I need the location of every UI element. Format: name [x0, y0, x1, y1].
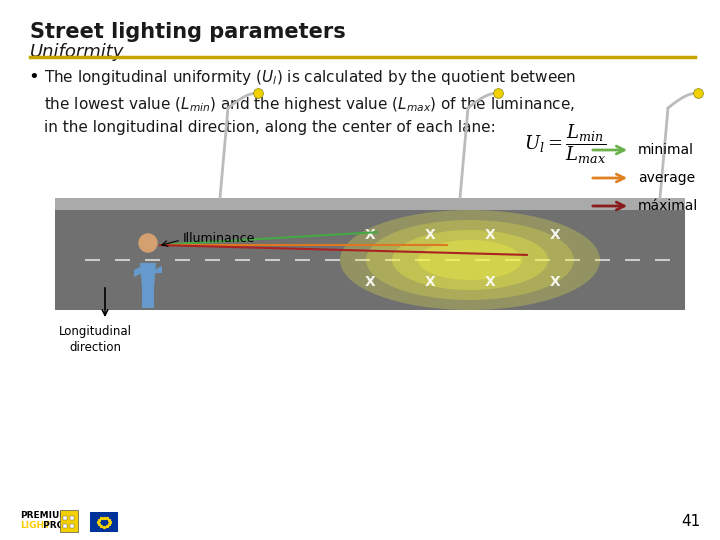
Text: X: X	[549, 275, 560, 289]
Polygon shape	[142, 288, 149, 308]
Bar	[70, 516, 74, 520]
Bar	[70, 524, 74, 528]
Polygon shape	[154, 266, 162, 273]
Text: minimal: minimal	[638, 143, 694, 157]
Text: The longitudinal uniformity ($U_l$) is calculated by the quotient between
the lo: The longitudinal uniformity ($U_l$) is c…	[44, 68, 576, 136]
Text: 41: 41	[680, 515, 700, 530]
Text: X: X	[425, 275, 436, 289]
Text: Longitudinal
direction: Longitudinal direction	[58, 325, 132, 354]
Ellipse shape	[392, 230, 548, 290]
Polygon shape	[134, 266, 142, 277]
Ellipse shape	[418, 240, 522, 280]
Text: Illuminance: Illuminance	[183, 232, 256, 245]
Ellipse shape	[366, 220, 574, 300]
Text: •: •	[28, 68, 39, 86]
Text: máximal: máximal	[638, 199, 698, 213]
Text: X: X	[364, 228, 375, 242]
Text: PRO: PRO	[40, 521, 64, 530]
Ellipse shape	[340, 210, 600, 310]
Text: Uniformity: Uniformity	[30, 43, 125, 61]
Bar	[90, 512, 118, 532]
Bar	[63, 524, 67, 528]
Text: X: X	[485, 228, 495, 242]
Text: X: X	[364, 275, 375, 289]
Polygon shape	[140, 263, 156, 288]
Polygon shape	[55, 198, 685, 210]
Text: $U_l = \dfrac{L_{min}}{L_{max}}$: $U_l = \dfrac{L_{min}}{L_{max}}$	[523, 122, 606, 166]
Text: X: X	[425, 228, 436, 242]
Circle shape	[139, 234, 157, 252]
Text: Street lighting parameters: Street lighting parameters	[30, 22, 346, 42]
Text: X: X	[485, 275, 495, 289]
Text: PREMIUM: PREMIUM	[20, 510, 68, 519]
Bar	[63, 516, 67, 520]
Polygon shape	[149, 288, 154, 308]
Text: average: average	[638, 171, 695, 185]
Text: LIGHT: LIGHT	[20, 521, 50, 530]
Text: X: X	[549, 228, 560, 242]
Bar	[60, 510, 78, 532]
Polygon shape	[55, 210, 685, 310]
